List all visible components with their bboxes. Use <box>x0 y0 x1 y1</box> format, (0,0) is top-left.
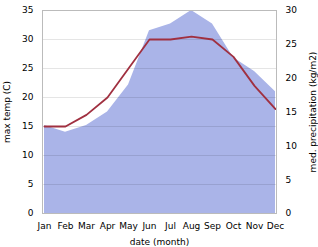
svg-text:20: 20 <box>22 92 34 102</box>
svg-text:15: 15 <box>286 107 297 117</box>
svg-text:Oct: Oct <box>226 221 242 231</box>
svg-text:15: 15 <box>22 121 33 131</box>
svg-text:Nov: Nov <box>246 221 264 231</box>
svg-text:0: 0 <box>286 208 292 218</box>
svg-text:10: 10 <box>22 150 34 160</box>
svg-text:Jun: Jun <box>141 221 156 231</box>
svg-text:May: May <box>119 221 138 231</box>
svg-text:max temp (C): max temp (C) <box>2 81 12 143</box>
svg-text:Apr: Apr <box>100 221 116 231</box>
svg-text:Aug: Aug <box>183 221 201 231</box>
svg-text:5: 5 <box>28 179 34 189</box>
svg-text:Feb: Feb <box>58 221 74 231</box>
svg-text:Sep: Sep <box>204 221 221 231</box>
svg-text:25: 25 <box>286 39 297 49</box>
svg-text:date (month): date (month) <box>130 237 189 247</box>
svg-text:5: 5 <box>286 175 292 185</box>
svg-text:Mar: Mar <box>78 221 95 231</box>
svg-text:30: 30 <box>286 5 298 15</box>
svg-text:Jan: Jan <box>37 221 52 231</box>
svg-text:Dec: Dec <box>267 221 284 231</box>
svg-text:35: 35 <box>22 5 33 15</box>
svg-text:25: 25 <box>22 63 33 73</box>
svg-text:30: 30 <box>22 34 34 44</box>
svg-text:med. precipitation (kg/m2): med. precipitation (kg/m2) <box>308 52 318 173</box>
svg-text:Jul: Jul <box>164 221 176 231</box>
svg-text:0: 0 <box>28 208 34 218</box>
svg-text:10: 10 <box>286 141 298 151</box>
svg-text:20: 20 <box>286 73 298 83</box>
